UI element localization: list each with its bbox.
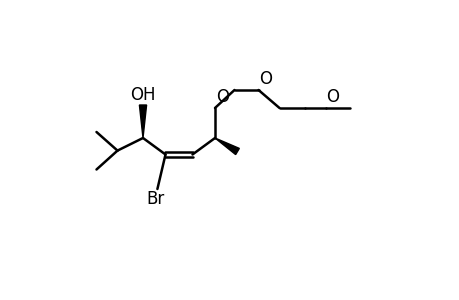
Text: OH: OH: [130, 85, 156, 103]
Text: Br: Br: [146, 190, 165, 208]
Polygon shape: [214, 138, 239, 154]
Text: O: O: [326, 88, 339, 106]
Text: O: O: [216, 88, 229, 106]
Text: O: O: [258, 70, 272, 88]
Polygon shape: [139, 105, 146, 138]
